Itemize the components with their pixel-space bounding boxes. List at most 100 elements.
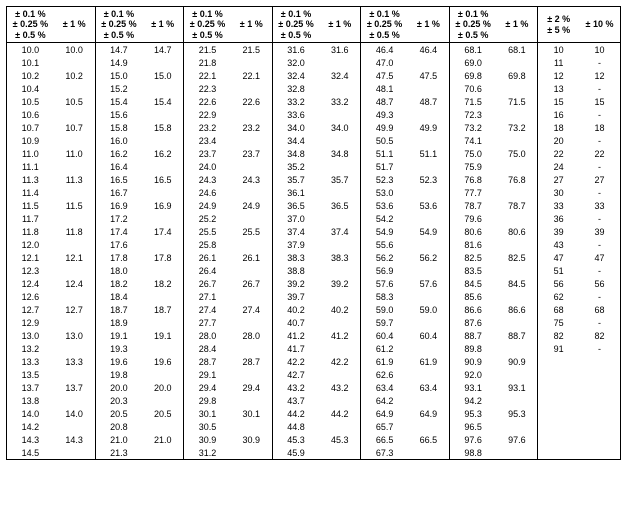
cell <box>497 160 538 173</box>
cell: 52.3 <box>361 173 408 186</box>
cell: 17.8 <box>142 251 183 264</box>
cell: 42.2 <box>319 355 360 368</box>
cell: 24.0 <box>184 160 231 173</box>
cell: 61.2 <box>361 342 408 355</box>
cell: 28.4 <box>184 342 231 355</box>
cell: 42.7 <box>272 368 319 381</box>
cell <box>497 290 538 303</box>
cell <box>579 446 620 460</box>
cell <box>54 368 95 381</box>
cell <box>579 420 620 433</box>
cell: 16.2 <box>142 147 183 160</box>
cell: 26.1 <box>184 251 231 264</box>
cell: 20 <box>538 134 579 147</box>
cell: 47 <box>579 251 620 264</box>
cell: 47.0 <box>361 56 408 69</box>
cell: 34.8 <box>319 147 360 160</box>
cell: 22.6 <box>231 95 272 108</box>
cell: 25.5 <box>184 225 231 238</box>
cell <box>538 368 579 381</box>
cell <box>231 264 272 277</box>
cell: 75.0 <box>497 147 538 160</box>
cell: 10.6 <box>7 108 54 121</box>
cell: 29.4 <box>231 381 272 394</box>
cell: 68 <box>538 303 579 316</box>
cell <box>579 355 620 368</box>
cell: 61.9 <box>408 355 449 368</box>
cell: 46.4 <box>408 43 449 57</box>
cell <box>497 238 538 251</box>
cell: 98.8 <box>449 446 496 460</box>
cell: 24.9 <box>231 199 272 212</box>
cell: 70.6 <box>449 82 496 95</box>
cell: 77.7 <box>449 186 496 199</box>
cell: 24.9 <box>184 199 231 212</box>
cell: 10 <box>579 43 620 57</box>
cell: 38.3 <box>319 251 360 264</box>
cell: 30.9 <box>231 433 272 446</box>
cell: 53.6 <box>408 199 449 212</box>
cell: 45.3 <box>319 433 360 446</box>
col-header-stack: ± 0.1 %± 0.25 %± 0.5 % <box>95 7 142 43</box>
cell: 82 <box>579 329 620 342</box>
cell: 59.0 <box>408 303 449 316</box>
cell: 11.0 <box>7 147 54 160</box>
cell: 28.7 <box>231 355 272 368</box>
cell <box>408 186 449 199</box>
cell: 45.9 <box>272 446 319 460</box>
cell: 43.2 <box>272 381 319 394</box>
cell: 52.3 <box>408 173 449 186</box>
cell: - <box>579 56 620 69</box>
cell <box>142 446 183 460</box>
cell: 30 <box>538 186 579 199</box>
cell: 11.8 <box>7 225 54 238</box>
cell: 85.6 <box>449 290 496 303</box>
cell: 50.5 <box>361 134 408 147</box>
cell <box>142 238 183 251</box>
cell: 21.0 <box>142 433 183 446</box>
cell: 76.8 <box>449 173 496 186</box>
col-header-stack: ± 0.1 %± 0.25 %± 0.5 % <box>272 7 319 43</box>
cell: 49.3 <box>361 108 408 121</box>
cell: 13 <box>538 82 579 95</box>
cell <box>408 290 449 303</box>
cell: 14.7 <box>142 43 183 57</box>
cell: 40.2 <box>272 303 319 316</box>
cell: 12.7 <box>7 303 54 316</box>
cell: 12.1 <box>7 251 54 264</box>
cell: 22.1 <box>184 69 231 82</box>
cell: 18.2 <box>142 277 183 290</box>
cell: 20.8 <box>95 420 142 433</box>
cell: 13.2 <box>7 342 54 355</box>
cell: 25.8 <box>184 238 231 251</box>
cell: 21.8 <box>184 56 231 69</box>
cell <box>579 381 620 394</box>
cell: 41.2 <box>272 329 319 342</box>
cell <box>231 420 272 433</box>
cell: 97.6 <box>449 433 496 446</box>
cell: 32.0 <box>272 56 319 69</box>
cell: 78.7 <box>497 199 538 212</box>
cell: 19.1 <box>95 329 142 342</box>
cell <box>54 316 95 329</box>
cell <box>497 108 538 121</box>
cell: 31.6 <box>272 43 319 57</box>
cell: - <box>579 160 620 173</box>
cell: 21.5 <box>231 43 272 57</box>
cell: 10.7 <box>7 121 54 134</box>
cell: 17.8 <box>95 251 142 264</box>
cell <box>319 108 360 121</box>
cell: 13.8 <box>7 394 54 407</box>
cell: 17.6 <box>95 238 142 251</box>
cell: 91 <box>538 342 579 355</box>
cell: - <box>579 82 620 95</box>
cell: 59.7 <box>361 316 408 329</box>
cell: 71.5 <box>497 95 538 108</box>
cell <box>319 134 360 147</box>
cell: 25.5 <box>231 225 272 238</box>
cell: 36.1 <box>272 186 319 199</box>
cell: 56.2 <box>408 251 449 264</box>
cell <box>231 394 272 407</box>
cell <box>231 316 272 329</box>
cell <box>54 56 95 69</box>
